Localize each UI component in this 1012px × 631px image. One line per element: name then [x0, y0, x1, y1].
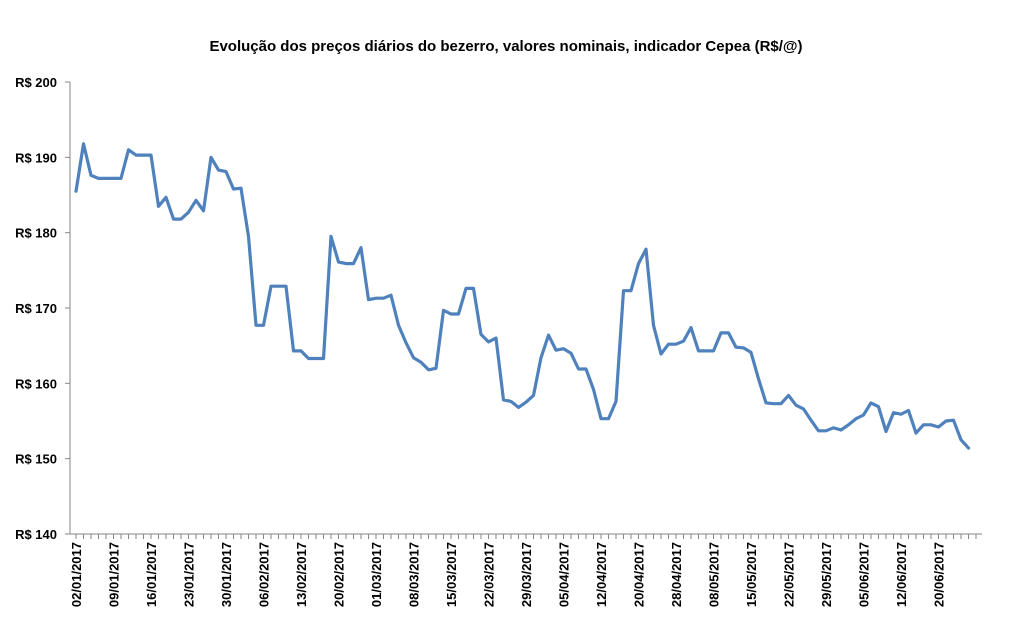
- x-tick-label: 05/06/2017: [857, 542, 872, 607]
- x-tick-label: 12/06/2017: [894, 542, 909, 607]
- x-tick-label: 16/01/2017: [144, 542, 159, 607]
- axes: [69, 82, 982, 535]
- chart-title: Evolução dos preços diários do bezerro, …: [209, 38, 803, 55]
- x-tick-label: 08/03/2017: [407, 542, 422, 607]
- y-tick-label: R$ 140: [15, 527, 57, 542]
- y-tick-label: R$ 170: [15, 301, 57, 316]
- y-tick-label: R$ 190: [15, 150, 57, 165]
- y-ticks: R$ 140 R$ 150 R$ 160 R$ 170 R$ 180 R$ 190 R$ 2…: [15, 75, 70, 542]
- x-tick-label: 20/02/2017: [332, 542, 347, 607]
- x-tick-label: 09/01/2017: [107, 542, 122, 607]
- y-tick-label: R$ 180: [15, 226, 57, 241]
- x-tick-label: 13/02/2017: [294, 542, 309, 607]
- y-tick-label: R$ 160: [15, 376, 57, 391]
- y-tick-label: R$ 150: [15, 452, 57, 467]
- y-tick-label: R$ 200: [15, 75, 57, 90]
- x-tick-label: 02/01/2017: [69, 542, 84, 607]
- x-tick-label: 01/03/2017: [369, 542, 384, 607]
- x-tick-label: 23/01/2017: [182, 542, 197, 607]
- series: [74, 142, 971, 450]
- x-tick-label: 22/03/2017: [482, 542, 497, 607]
- x-tick-label: 20/04/2017: [632, 542, 647, 607]
- x-tick-label: 15/03/2017: [444, 542, 459, 607]
- series-line: [74, 142, 971, 450]
- x-tick-label: 05/04/2017: [557, 542, 572, 607]
- x-tick-label: 12/04/2017: [594, 542, 609, 607]
- x-tick-label: 29/03/2017: [519, 542, 534, 607]
- x-ticks: 02/01/2017 09/01/2017 16/01/2017 23/01/2017…: [69, 534, 977, 607]
- x-tick-label: 30/01/2017: [219, 542, 234, 607]
- x-tick-label: 08/05/2017: [707, 542, 722, 607]
- x-tick-label: 20/06/2017: [932, 542, 947, 607]
- x-tick-label: 28/04/2017: [669, 542, 684, 607]
- x-tick-label: 22/05/2017: [782, 542, 797, 607]
- x-tick-label: 06/02/2017: [257, 542, 272, 607]
- x-tick-label: 29/05/2017: [819, 542, 834, 607]
- x-tick-label: 15/05/2017: [744, 542, 759, 607]
